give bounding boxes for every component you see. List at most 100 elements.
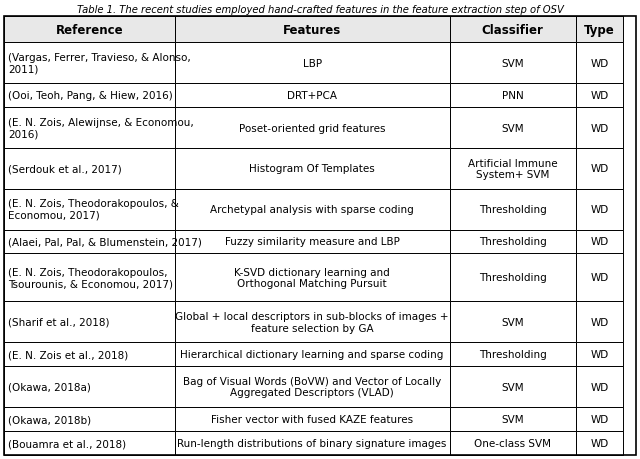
- Text: LBP: LBP: [303, 59, 322, 69]
- Bar: [449, 407, 576, 431]
- Text: (Bouamra et al., 2018): (Bouamra et al., 2018): [8, 438, 126, 448]
- Bar: [4, 407, 175, 431]
- Bar: [449, 254, 576, 302]
- Bar: [449, 17, 576, 43]
- Bar: [576, 407, 623, 431]
- Bar: [449, 108, 576, 149]
- Text: (Okawa, 2018b): (Okawa, 2018b): [8, 414, 91, 424]
- Bar: [175, 189, 449, 230]
- Bar: [175, 407, 449, 431]
- Text: Fisher vector with fused KAZE features: Fisher vector with fused KAZE features: [211, 414, 413, 424]
- Text: (E. N. Zois, Theodorakopoulos, &
Economou, 2017): (E. N. Zois, Theodorakopoulos, & Economo…: [8, 199, 179, 220]
- Text: Poset-oriented grid features: Poset-oriented grid features: [239, 123, 385, 133]
- Bar: [449, 43, 576, 84]
- Bar: [4, 108, 175, 149]
- Bar: [576, 366, 623, 407]
- Text: K-SVD dictionary learning and
Orthogonal Matching Pursuit: K-SVD dictionary learning and Orthogonal…: [234, 267, 390, 289]
- Text: (E. N. Zois, Alewijnse, & Economou,
2016): (E. N. Zois, Alewijnse, & Economou, 2016…: [8, 118, 194, 139]
- Text: WD: WD: [591, 123, 609, 133]
- Text: WD: WD: [591, 438, 609, 448]
- Text: SVM: SVM: [502, 317, 524, 327]
- Text: DRT+PCA: DRT+PCA: [287, 91, 337, 101]
- Text: (E. N. Zois, Theodorakopoulos,
Tsourounis, & Economou, 2017): (E. N. Zois, Theodorakopoulos, Tsourouni…: [8, 267, 173, 289]
- Text: WD: WD: [591, 237, 609, 247]
- Text: PNN: PNN: [502, 91, 524, 101]
- Bar: [576, 189, 623, 230]
- Text: (Sharif et al., 2018): (Sharif et al., 2018): [8, 317, 109, 327]
- Bar: [4, 84, 175, 108]
- Text: Histogram Of Templates: Histogram Of Templates: [249, 164, 375, 174]
- Text: WD: WD: [591, 414, 609, 424]
- Text: Classifier: Classifier: [482, 24, 544, 37]
- Text: (Alaei, Pal, Pal, & Blumenstein, 2017): (Alaei, Pal, Pal, & Blumenstein, 2017): [8, 237, 202, 247]
- Bar: [175, 108, 449, 149]
- Bar: [576, 342, 623, 366]
- Bar: [4, 254, 175, 302]
- Bar: [449, 431, 576, 455]
- Text: (Serdouk et al., 2017): (Serdouk et al., 2017): [8, 164, 122, 174]
- Text: (E. N. Zois et al., 2018): (E. N. Zois et al., 2018): [8, 349, 128, 359]
- Text: Table 1. The recent studies employed hand-crafted features in the feature extrac: Table 1. The recent studies employed han…: [77, 5, 563, 15]
- Bar: [175, 302, 449, 342]
- Text: SVM: SVM: [502, 382, 524, 392]
- Bar: [576, 108, 623, 149]
- Text: SVM: SVM: [502, 414, 524, 424]
- Text: Fuzzy similarity measure and LBP: Fuzzy similarity measure and LBP: [225, 237, 399, 247]
- Bar: [175, 17, 449, 43]
- Bar: [576, 431, 623, 455]
- Text: SVM: SVM: [502, 123, 524, 133]
- Text: WD: WD: [591, 317, 609, 327]
- Bar: [4, 43, 175, 84]
- Text: Global + local descriptors in sub-blocks of images +
feature selection by GA: Global + local descriptors in sub-blocks…: [175, 311, 449, 333]
- Bar: [576, 230, 623, 254]
- Bar: [175, 230, 449, 254]
- Text: Thresholding: Thresholding: [479, 237, 547, 247]
- Bar: [175, 431, 449, 455]
- Text: WD: WD: [591, 91, 609, 101]
- Text: WD: WD: [591, 164, 609, 174]
- Bar: [4, 230, 175, 254]
- Text: WD: WD: [591, 349, 609, 359]
- Text: One-class SVM: One-class SVM: [474, 438, 551, 448]
- Text: Reference: Reference: [56, 24, 123, 37]
- Text: Hierarchical dictionary learning and sparse coding: Hierarchical dictionary learning and spa…: [180, 349, 444, 359]
- Bar: [4, 366, 175, 407]
- Text: (Vargas, Ferrer, Travieso, & Alonso,
2011): (Vargas, Ferrer, Travieso, & Alonso, 201…: [8, 53, 191, 74]
- Text: Artificial Immune
System+ SVM: Artificial Immune System+ SVM: [468, 158, 557, 180]
- Text: (Okawa, 2018a): (Okawa, 2018a): [8, 382, 91, 392]
- Bar: [449, 342, 576, 366]
- Text: Thresholding: Thresholding: [479, 273, 547, 283]
- Bar: [4, 302, 175, 342]
- Bar: [576, 254, 623, 302]
- Bar: [576, 84, 623, 108]
- Text: WD: WD: [591, 382, 609, 392]
- Text: Run-length distributions of binary signature images: Run-length distributions of binary signa…: [177, 438, 447, 448]
- Bar: [449, 189, 576, 230]
- Bar: [175, 149, 449, 189]
- Text: (Ooi, Teoh, Pang, & Hiew, 2016): (Ooi, Teoh, Pang, & Hiew, 2016): [8, 91, 173, 101]
- Bar: [4, 17, 175, 43]
- Text: WD: WD: [591, 273, 609, 283]
- Bar: [175, 366, 449, 407]
- Text: WD: WD: [591, 205, 609, 215]
- Bar: [4, 342, 175, 366]
- Bar: [576, 43, 623, 84]
- Bar: [576, 302, 623, 342]
- Bar: [449, 230, 576, 254]
- Text: Archetypal analysis with sparse coding: Archetypal analysis with sparse coding: [210, 205, 414, 215]
- Bar: [4, 149, 175, 189]
- Bar: [175, 43, 449, 84]
- Bar: [576, 149, 623, 189]
- Bar: [449, 366, 576, 407]
- Bar: [449, 302, 576, 342]
- Text: SVM: SVM: [502, 59, 524, 69]
- Text: Bag of Visual Words (BoVW) and Vector of Locally
Aggregated Descriptors (VLAD): Bag of Visual Words (BoVW) and Vector of…: [183, 376, 441, 397]
- Bar: [175, 254, 449, 302]
- Bar: [175, 342, 449, 366]
- Bar: [4, 189, 175, 230]
- Bar: [576, 17, 623, 43]
- Bar: [175, 84, 449, 108]
- Text: WD: WD: [591, 59, 609, 69]
- Text: Thresholding: Thresholding: [479, 205, 547, 215]
- Text: Features: Features: [283, 24, 341, 37]
